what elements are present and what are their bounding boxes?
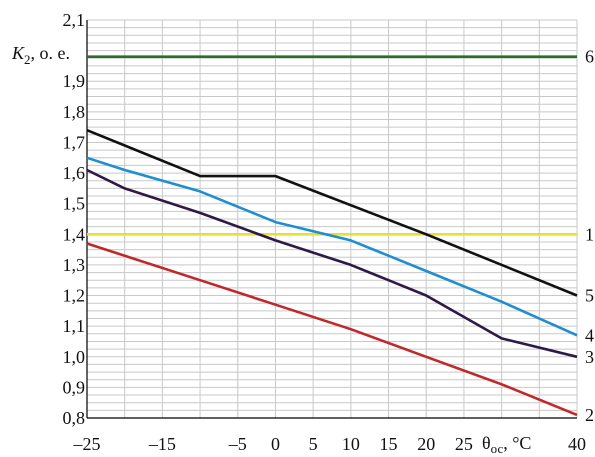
series-line-4 [86, 156, 578, 337]
x-tick-label: 40 [568, 434, 586, 454]
series-label-4: 4 [585, 325, 594, 345]
x-tick-label: –5 [228, 434, 247, 454]
x-tick-label: 25 [455, 434, 473, 454]
x-tick-label: 20 [417, 434, 435, 454]
x-tick-label: –15 [148, 434, 176, 454]
y-tick-label: 1,4 [63, 224, 86, 244]
axes [86, 20, 577, 419]
y-tick-label: 1,5 [63, 194, 86, 214]
x-tick-label: 10 [342, 434, 360, 454]
y-tick-label: 0,8 [63, 408, 86, 428]
y-tick-label: 1,1 [63, 316, 86, 336]
y-tick-label: 1,6 [63, 163, 86, 183]
series-line-5 [86, 128, 578, 297]
series-labels: 1 2 34 5 6 [585, 47, 594, 425]
y-tick-label: 2,1 [63, 10, 86, 30]
x-tick-label: 5 [309, 434, 318, 454]
y-tick-label: 1,9 [63, 71, 86, 91]
grid [86, 19, 578, 419]
y-tick-label: 1,7 [63, 132, 86, 152]
x-axis-label: θос, °С [482, 433, 531, 456]
x-tick-label: 0 [271, 434, 280, 454]
series-label-1: 1 [585, 224, 594, 244]
y-tick-label: 1,2 [63, 286, 86, 306]
y-tick-labels: 0,8 0,9 1,0 1,1 1,2 1,3 1,4 1,5 1,6 1,7 1,8 1,9 2,1 [63, 10, 86, 428]
y-axis-label: K2, о. е. [11, 43, 70, 67]
x-tick-label: –25 [73, 434, 101, 454]
x-tick-labels: –25 –15 –5 0 5 10 15 20 25 40 [73, 434, 587, 454]
series-line-3 [86, 168, 578, 359]
y-tick-label: 1,3 [63, 255, 86, 275]
series-label-3: 3 [585, 347, 594, 367]
series-label-5: 5 [585, 286, 594, 306]
series-line-2 [86, 242, 578, 417]
series-label-2: 2 [585, 405, 594, 425]
y-tick-label: 1,0 [63, 347, 86, 367]
y-tick-label: 1,8 [63, 102, 86, 122]
series-lines [86, 55, 578, 417]
series-label-6: 6 [585, 47, 594, 67]
y-tick-label: 0,9 [63, 377, 86, 397]
x-tick-label: 15 [380, 434, 398, 454]
